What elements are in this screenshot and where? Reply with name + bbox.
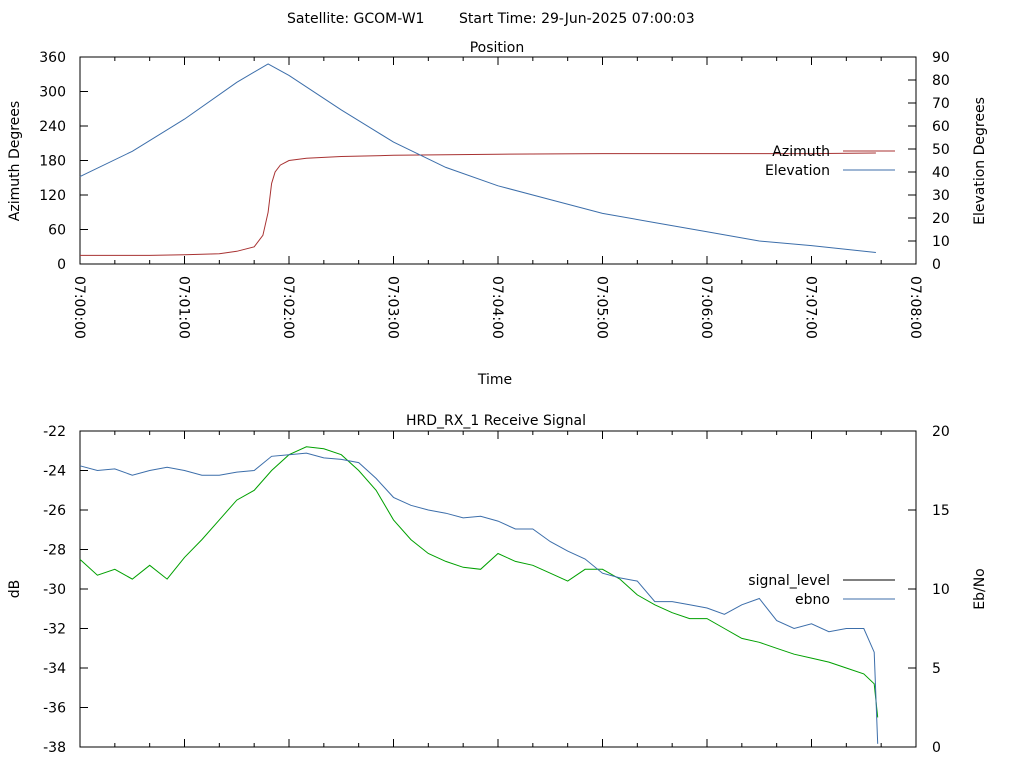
position-legend: Azimuth Elevation bbox=[765, 144, 895, 179]
y-tick-label: -32 bbox=[43, 622, 66, 638]
receive-signal-x-axis bbox=[79, 431, 917, 747]
series-line-signal-level bbox=[79, 446, 879, 718]
y-tick-label: 120 bbox=[39, 188, 66, 204]
y-tick-label: 360 bbox=[39, 50, 66, 66]
y2-tick-label: 90 bbox=[932, 50, 950, 66]
legend-label: signal_level bbox=[748, 573, 830, 589]
position-y-axis-label: Azimuth Degrees bbox=[7, 101, 23, 221]
series-line-elevation bbox=[79, 63, 876, 253]
position-y2-axis-label: Elevation Degrees bbox=[972, 97, 988, 225]
receive-signal-plot-frame bbox=[79, 430, 917, 748]
receive-signal-y2-axis-label: Eb/No bbox=[972, 568, 988, 610]
legend-label: ebno bbox=[795, 592, 830, 608]
receive-signal-y2-axis: 0 5 10 15 20 bbox=[908, 424, 950, 756]
y-tick-label: -24 bbox=[43, 464, 66, 480]
x-tick-label: 07:02:00 bbox=[280, 276, 296, 339]
y-tick-label: -30 bbox=[43, 582, 66, 598]
position-series bbox=[79, 63, 876, 256]
y2-tick-label: 20 bbox=[932, 424, 950, 440]
position-x-axis: 07:00:00 07:01:00 07:02:00 07:03:00 07:04:00… bbox=[71, 57, 923, 339]
y-tick-label: -26 bbox=[43, 503, 66, 519]
x-tick-label: 07:00:00 bbox=[71, 276, 87, 339]
y-tick-label: -34 bbox=[43, 661, 66, 677]
x-tick-label: 07:05:00 bbox=[594, 276, 610, 339]
position-y-axis: 0 60 120 180 240 300 360 bbox=[39, 50, 88, 273]
y2-tick-label: 50 bbox=[932, 142, 950, 158]
y-tick-label: -38 bbox=[43, 740, 66, 756]
y2-tick-label: 80 bbox=[932, 73, 950, 89]
x-tick-label: 07:06:00 bbox=[698, 276, 714, 339]
receive-signal-chart-title: HRD_RX_1 Receive Signal bbox=[406, 413, 586, 429]
y2-tick-label: 10 bbox=[932, 582, 950, 598]
legend-label: Elevation bbox=[765, 163, 830, 179]
x-tick-label: 07:03:00 bbox=[385, 276, 401, 339]
y-tick-label: 60 bbox=[48, 223, 66, 239]
y2-tick-label: 40 bbox=[932, 165, 950, 181]
x-tick-label: 07:08:00 bbox=[907, 276, 923, 339]
legend-label: Azimuth bbox=[772, 144, 830, 160]
header-start-time: Start Time: 29-Jun-2025 07:00:03 bbox=[459, 11, 695, 27]
series-line-ebno bbox=[79, 452, 879, 744]
position-chart-title: Position bbox=[470, 40, 525, 56]
y-tick-label: 180 bbox=[39, 154, 66, 170]
x-tick-label: 07:07:00 bbox=[803, 276, 819, 339]
receive-signal-y-axis: -22 -24 -26 -28 -30 -32 -34 -36 -38 bbox=[43, 424, 88, 756]
position-plot-frame bbox=[79, 56, 917, 265]
x-tick-label: 07:01:00 bbox=[176, 276, 192, 339]
position-x-axis-label: Time bbox=[477, 372, 512, 388]
y-tick-label: 0 bbox=[57, 257, 66, 273]
y2-tick-label: 20 bbox=[932, 211, 950, 227]
series-line-azimuth bbox=[80, 152, 876, 256]
y2-tick-label: 60 bbox=[932, 119, 950, 135]
x-tick-label: 07:04:00 bbox=[489, 276, 505, 339]
y2-tick-label: 0 bbox=[932, 740, 941, 756]
y-tick-label: -22 bbox=[43, 424, 66, 440]
y-tick-label: 240 bbox=[39, 119, 66, 135]
y2-tick-label: 30 bbox=[932, 188, 950, 204]
position-y2-axis: 0 10 20 30 40 50 60 70 80 90 bbox=[908, 50, 950, 273]
y-tick-label: 300 bbox=[39, 85, 66, 101]
y2-tick-label: 15 bbox=[932, 503, 950, 519]
header-satellite: Satellite: GCOM-W1 bbox=[287, 11, 424, 27]
position-chart: Position 0 60 120 180 240 300 360 0 10 20 30 40 50 6… bbox=[7, 40, 988, 388]
y-tick-label: -36 bbox=[43, 701, 66, 717]
y2-tick-label: 70 bbox=[932, 96, 950, 112]
y-tick-label: -28 bbox=[43, 543, 66, 559]
y2-tick-label: 10 bbox=[932, 234, 950, 250]
receive-signal-chart: HRD_RX_1 Receive Signal -22-24-26-28-30-… bbox=[7, 413, 988, 756]
receive-signal-series bbox=[79, 446, 879, 744]
y2-tick-label: 0 bbox=[932, 257, 941, 273]
receive-signal-y-axis-label: dB bbox=[7, 580, 23, 599]
y2-tick-label: 5 bbox=[932, 661, 941, 677]
